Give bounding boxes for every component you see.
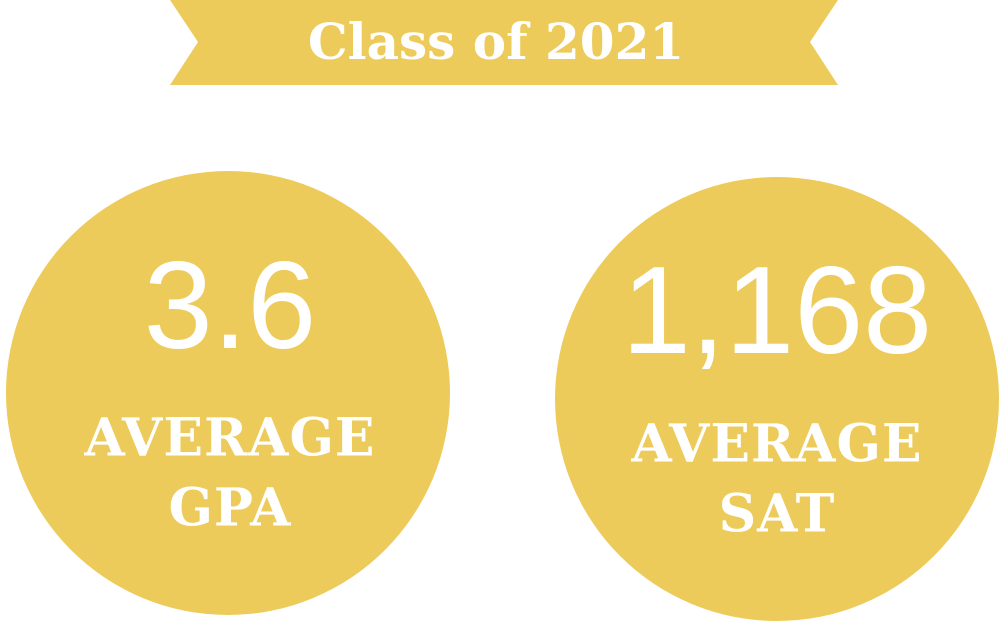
stat-value: 1,168	[622, 242, 932, 380]
stat-label: SAT	[719, 484, 836, 545]
stat-circle	[6, 171, 450, 615]
stat-label: AVERAGE	[630, 414, 922, 475]
banner	[170, 0, 838, 85]
stat-value: 3.6	[144, 237, 316, 375]
stat-label: AVERAGE	[83, 408, 375, 469]
stat-circle	[555, 177, 999, 621]
stat-label: GPA	[168, 478, 291, 539]
banner-title: Class of 2021	[308, 12, 684, 71]
